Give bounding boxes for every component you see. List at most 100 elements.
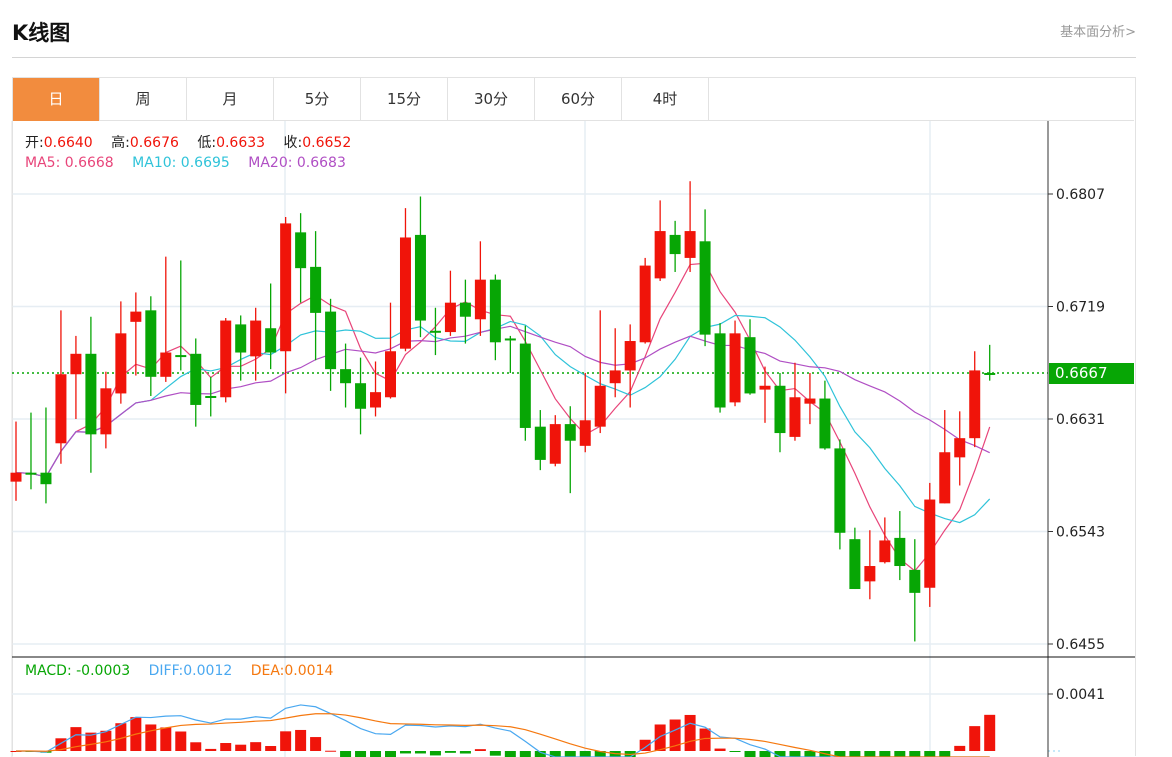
candle-body [879,540,891,563]
tab-30min[interactable]: 30分 [448,78,535,121]
candle-body [579,420,591,446]
candle-body [684,231,696,258]
candle-body [744,337,756,394]
candle-body [459,302,471,317]
candle-body [924,499,936,588]
candle-body [190,353,202,405]
candle [459,279,471,344]
tab-day[interactable]: 日 [13,78,100,121]
candle [100,371,112,449]
candle [699,209,711,347]
macd-bar [864,751,876,757]
macd-bar [220,743,232,751]
tab-15min[interactable]: 15分 [361,78,448,121]
tab-60min[interactable]: 60分 [535,78,622,121]
candle-body [654,231,666,279]
macd-legend: MACD: -0.0003 DIFF:0.0012 DEA:0.0014 [25,663,333,679]
candle-body [295,232,307,269]
candle [40,407,52,504]
tab-month[interactable]: 月 [187,78,274,121]
candle [564,406,576,494]
candle [370,361,382,417]
candle [355,357,367,435]
candle-body [280,223,292,352]
candle [534,410,546,471]
candle [489,274,501,361]
fundamental-analysis-link[interactable]: 基本面分析> [1060,25,1136,40]
candle [609,328,621,398]
macd-bar [310,737,322,751]
macd-bar [564,751,576,757]
ma-legend: MA5: 0.6668 MA10: 0.6695 MA20: 0.6683 [25,155,346,171]
candle-body [85,353,97,435]
macd-bar [459,751,471,754]
macd-bar [654,724,666,751]
tab-5min[interactable]: 5分 [274,78,361,121]
diff-line [15,704,990,757]
timeframe-tabs: 日 周 月 5分 15分 30分 60分 4时 [12,77,1134,121]
candle [924,482,936,607]
candle [55,310,67,464]
candle [774,372,786,453]
macd-bar [699,728,711,751]
candle [160,256,172,382]
macd-bar [70,727,82,751]
candle-body [669,234,681,255]
candle-body [10,472,22,482]
candle [340,343,352,408]
candle-body [145,310,157,377]
candle [684,181,696,272]
macd-bar [729,751,741,752]
candle-body [774,385,786,434]
y-tick-label: 0.6455 [1056,637,1105,653]
candle-body [519,343,531,428]
candle-body [594,385,606,427]
macd-bar [669,719,681,751]
macd-tick-label: 0.0041 [1056,687,1105,703]
candle-body [894,537,906,567]
candle [894,511,906,581]
candle [744,319,756,395]
macd-bar [474,749,486,751]
candle-body [175,355,187,358]
tab-4hour[interactable]: 4时 [622,78,709,121]
macd-bar [519,751,531,757]
macd-bar [579,751,591,757]
macd-bar [954,745,966,751]
y-tick-label: 0.6631 [1056,412,1105,428]
low-label: 低: [197,135,217,151]
candle-body [160,352,172,377]
candle-body [399,237,411,349]
candle [969,351,981,448]
candle-body [370,392,382,408]
macd-bar [534,751,546,757]
candle [10,421,22,501]
candle-body [699,241,711,335]
macd-bar [115,723,127,751]
close-value: 0.6652 [302,135,352,151]
candle [25,412,37,490]
candle [175,260,187,371]
candle [414,196,426,338]
macd-bar [879,751,891,757]
page-title: K线图 [12,21,71,45]
ma20-line [15,325,990,478]
macd-bar [190,742,202,751]
open-label: 开: [25,135,44,151]
macd-bar [295,729,307,751]
candle-body [205,395,217,398]
candle [295,213,307,303]
candle [939,410,951,504]
macd-bar [444,751,456,753]
macd-bar [594,751,606,757]
candle-body [444,302,456,333]
candle-body [954,438,966,458]
tab-week[interactable]: 周 [100,78,187,121]
macd-bar [969,726,981,751]
macd-bar [340,751,352,757]
macd-bar [939,751,951,757]
candle-body [235,324,247,353]
macd-bar [55,738,67,751]
candle-body [325,311,337,370]
